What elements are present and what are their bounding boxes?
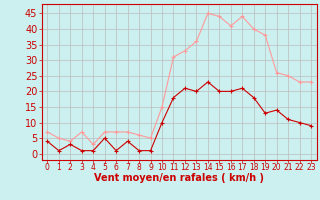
X-axis label: Vent moyen/en rafales ( km/h ): Vent moyen/en rafales ( km/h ) bbox=[94, 173, 264, 183]
